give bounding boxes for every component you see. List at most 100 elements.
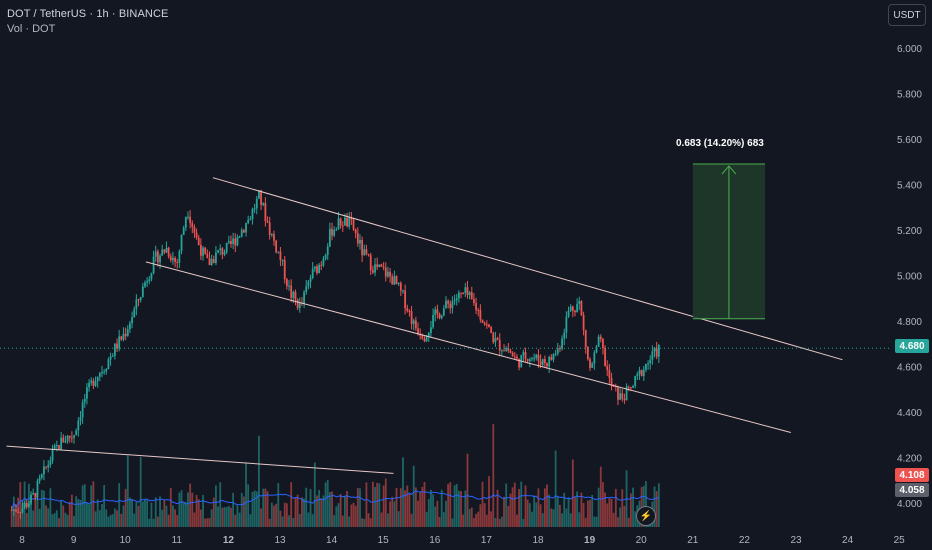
candle-body bbox=[374, 264, 376, 273]
volume-bar bbox=[503, 496, 505, 527]
volume-bar bbox=[481, 481, 484, 527]
candle-body bbox=[202, 247, 204, 256]
candle-body bbox=[318, 264, 321, 274]
candle-body bbox=[62, 437, 65, 443]
candle-body bbox=[245, 223, 247, 233]
candle-body bbox=[617, 387, 619, 400]
candle-body bbox=[602, 338, 604, 348]
currency-button[interactable]: USDT bbox=[888, 4, 926, 26]
candle-body bbox=[539, 361, 542, 365]
volume-bar bbox=[298, 513, 301, 527]
candle-body bbox=[451, 301, 454, 309]
candle-body bbox=[15, 509, 17, 512]
candle-body bbox=[432, 314, 434, 328]
candle-body bbox=[440, 315, 443, 319]
volume-bar bbox=[449, 482, 452, 527]
candle-body bbox=[305, 286, 308, 293]
volume-bar bbox=[612, 512, 615, 527]
volume-bar bbox=[313, 462, 316, 527]
volume-bar bbox=[217, 506, 219, 527]
last-price-tag: 4.680 bbox=[895, 339, 929, 353]
volume-bar bbox=[116, 510, 118, 527]
volume-bar bbox=[88, 504, 90, 527]
candle-body bbox=[150, 273, 153, 280]
candle-body bbox=[303, 292, 305, 304]
volume-bar bbox=[270, 502, 273, 527]
y-tick-label: 4.800 bbox=[897, 317, 922, 328]
volume-bar bbox=[593, 516, 596, 527]
candle-body bbox=[322, 258, 325, 266]
volume-bar bbox=[382, 485, 385, 527]
candle-body bbox=[281, 259, 284, 261]
candle-body bbox=[81, 402, 84, 418]
x-tick-label: 15 bbox=[378, 535, 390, 546]
volume-bar bbox=[60, 500, 63, 527]
candle-body bbox=[391, 276, 394, 285]
candle-body bbox=[68, 435, 71, 438]
drawings bbox=[0, 163, 890, 474]
candle-body bbox=[75, 430, 78, 436]
volume-bar bbox=[552, 509, 555, 527]
volume-bar bbox=[94, 511, 97, 527]
candle-body bbox=[457, 292, 460, 299]
volume-bar bbox=[234, 514, 237, 527]
candle-body bbox=[470, 292, 473, 299]
volume-bar bbox=[344, 495, 346, 527]
volume-bar bbox=[283, 502, 286, 527]
candle-body bbox=[621, 393, 624, 399]
volume-bar bbox=[62, 505, 65, 527]
volume-bar bbox=[219, 482, 222, 527]
candle-body bbox=[221, 248, 224, 255]
candle-body bbox=[197, 237, 200, 245]
candle-body bbox=[473, 298, 475, 304]
x-tick-label: 17 bbox=[481, 535, 493, 546]
volume-bar bbox=[178, 492, 181, 527]
volume-bar bbox=[531, 511, 533, 527]
candle-body bbox=[376, 264, 379, 268]
candle-body bbox=[344, 217, 346, 226]
volume-bar bbox=[195, 495, 198, 527]
candle-body bbox=[589, 359, 591, 368]
candle-body bbox=[313, 266, 316, 269]
lightning-icon[interactable]: ⚡ bbox=[636, 506, 656, 526]
candle-body bbox=[199, 244, 202, 256]
candle-body bbox=[632, 386, 634, 388]
candle-body bbox=[60, 437, 63, 450]
candle-body bbox=[494, 338, 497, 343]
candle-body bbox=[320, 264, 323, 266]
volume-bar bbox=[240, 492, 243, 527]
candle-body bbox=[561, 338, 563, 349]
volume-bar bbox=[266, 491, 269, 527]
candle-body bbox=[206, 253, 209, 259]
candle-body bbox=[490, 327, 493, 333]
volume-bar bbox=[578, 512, 581, 527]
volume-bar bbox=[182, 501, 185, 527]
volume-bar bbox=[141, 501, 144, 527]
volume-bar bbox=[137, 505, 140, 527]
volume-bar bbox=[279, 510, 282, 527]
volume-bar bbox=[541, 513, 544, 527]
candle-body bbox=[227, 241, 230, 243]
candle-body bbox=[58, 445, 60, 450]
volume-bar bbox=[189, 483, 192, 527]
candle-body bbox=[307, 281, 310, 287]
volume-bar bbox=[43, 490, 45, 527]
candle-body bbox=[591, 363, 594, 368]
volume-bar bbox=[589, 499, 591, 527]
volume-ma-line bbox=[11, 490, 660, 510]
volume-bar bbox=[389, 501, 391, 527]
volume-bar bbox=[221, 507, 224, 527]
candle-body bbox=[98, 373, 101, 377]
volume-bar bbox=[146, 500, 149, 527]
candle-body bbox=[32, 493, 35, 495]
candle-body bbox=[225, 242, 228, 253]
y-tick-label: 5.400 bbox=[897, 181, 922, 192]
volume-bar bbox=[453, 485, 456, 527]
candle-body bbox=[40, 474, 43, 478]
x-tick-label: 13 bbox=[274, 535, 286, 546]
y-tick-label: 4.000 bbox=[897, 499, 922, 510]
volume-bar bbox=[425, 511, 428, 527]
volume-bar bbox=[488, 476, 490, 527]
x-tick-label: 8 bbox=[19, 535, 25, 546]
